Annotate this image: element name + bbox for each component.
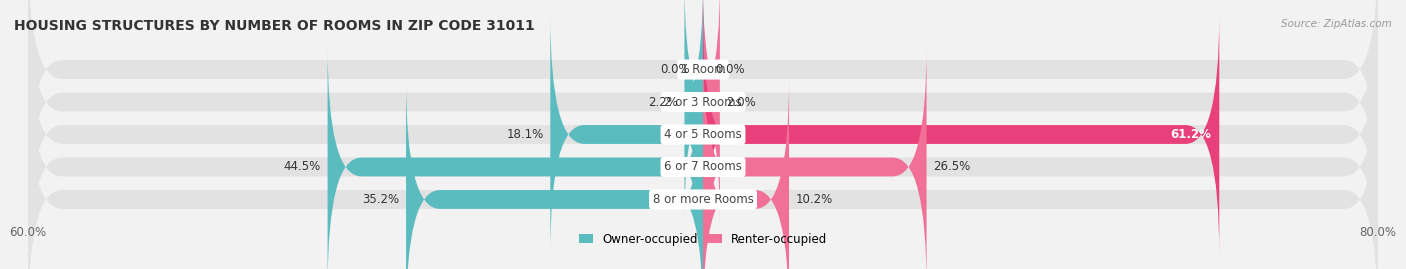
FancyBboxPatch shape <box>703 14 1219 255</box>
FancyBboxPatch shape <box>28 47 1378 269</box>
Text: 18.1%: 18.1% <box>506 128 544 141</box>
Text: 4 or 5 Rooms: 4 or 5 Rooms <box>664 128 742 141</box>
Text: 26.5%: 26.5% <box>934 161 970 174</box>
Text: 0.0%: 0.0% <box>716 63 745 76</box>
Text: 10.2%: 10.2% <box>796 193 832 206</box>
FancyBboxPatch shape <box>703 79 789 269</box>
FancyBboxPatch shape <box>669 0 718 222</box>
Legend: Owner-occupied, Renter-occupied: Owner-occupied, Renter-occupied <box>579 233 827 246</box>
Text: 35.2%: 35.2% <box>363 193 399 206</box>
FancyBboxPatch shape <box>703 47 927 269</box>
FancyBboxPatch shape <box>28 14 1378 255</box>
Text: 1 Room: 1 Room <box>681 63 725 76</box>
Text: 2.0%: 2.0% <box>727 95 756 108</box>
FancyBboxPatch shape <box>28 0 1378 190</box>
Text: 61.2%: 61.2% <box>1170 128 1211 141</box>
FancyBboxPatch shape <box>686 0 737 222</box>
Text: Source: ZipAtlas.com: Source: ZipAtlas.com <box>1281 19 1392 29</box>
FancyBboxPatch shape <box>28 0 1378 222</box>
Text: HOUSING STRUCTURES BY NUMBER OF ROOMS IN ZIP CODE 31011: HOUSING STRUCTURES BY NUMBER OF ROOMS IN… <box>14 19 534 33</box>
Text: 2.2%: 2.2% <box>648 95 678 108</box>
Text: 6 or 7 Rooms: 6 or 7 Rooms <box>664 161 742 174</box>
FancyBboxPatch shape <box>328 47 703 269</box>
Text: 2 or 3 Rooms: 2 or 3 Rooms <box>664 95 742 108</box>
FancyBboxPatch shape <box>406 79 703 269</box>
Text: 8 or more Rooms: 8 or more Rooms <box>652 193 754 206</box>
FancyBboxPatch shape <box>28 79 1378 269</box>
Text: 44.5%: 44.5% <box>284 161 321 174</box>
FancyBboxPatch shape <box>550 14 703 255</box>
Text: 0.0%: 0.0% <box>661 63 690 76</box>
